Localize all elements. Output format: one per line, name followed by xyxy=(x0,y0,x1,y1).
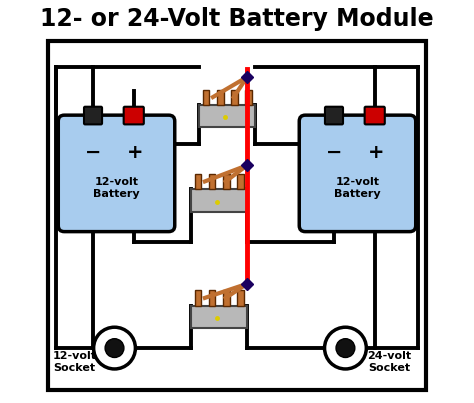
Bar xyxy=(199,105,255,127)
Bar xyxy=(217,89,224,105)
Bar xyxy=(245,89,252,105)
Bar xyxy=(48,41,426,390)
FancyBboxPatch shape xyxy=(325,107,343,125)
Circle shape xyxy=(94,327,136,369)
FancyBboxPatch shape xyxy=(58,115,175,232)
FancyBboxPatch shape xyxy=(124,107,144,125)
Circle shape xyxy=(336,339,355,357)
FancyBboxPatch shape xyxy=(365,107,385,125)
FancyBboxPatch shape xyxy=(299,115,416,232)
Text: 12-volt
Battery: 12-volt Battery xyxy=(334,177,381,199)
Text: 12-volt
Socket: 12-volt Socket xyxy=(52,351,96,373)
Circle shape xyxy=(105,339,124,357)
Bar xyxy=(209,174,216,189)
Bar xyxy=(223,291,229,306)
Bar xyxy=(195,174,201,189)
Bar xyxy=(191,306,247,328)
Bar xyxy=(223,174,229,189)
Bar xyxy=(191,189,247,212)
Bar xyxy=(237,291,244,306)
Bar xyxy=(237,174,244,189)
FancyBboxPatch shape xyxy=(84,107,102,125)
Text: 24-volt
Socket: 24-volt Socket xyxy=(367,351,412,373)
Circle shape xyxy=(325,327,366,369)
Text: +: + xyxy=(368,143,384,162)
Bar xyxy=(203,89,210,105)
Text: 12-volt
Battery: 12-volt Battery xyxy=(93,177,140,199)
Bar xyxy=(195,291,201,306)
Text: 12- or 24-Volt Battery Module: 12- or 24-Volt Battery Module xyxy=(40,7,434,31)
Text: +: + xyxy=(127,143,144,162)
Text: −: − xyxy=(326,143,343,162)
Bar xyxy=(231,89,237,105)
Text: −: − xyxy=(85,143,102,162)
Bar xyxy=(209,291,216,306)
